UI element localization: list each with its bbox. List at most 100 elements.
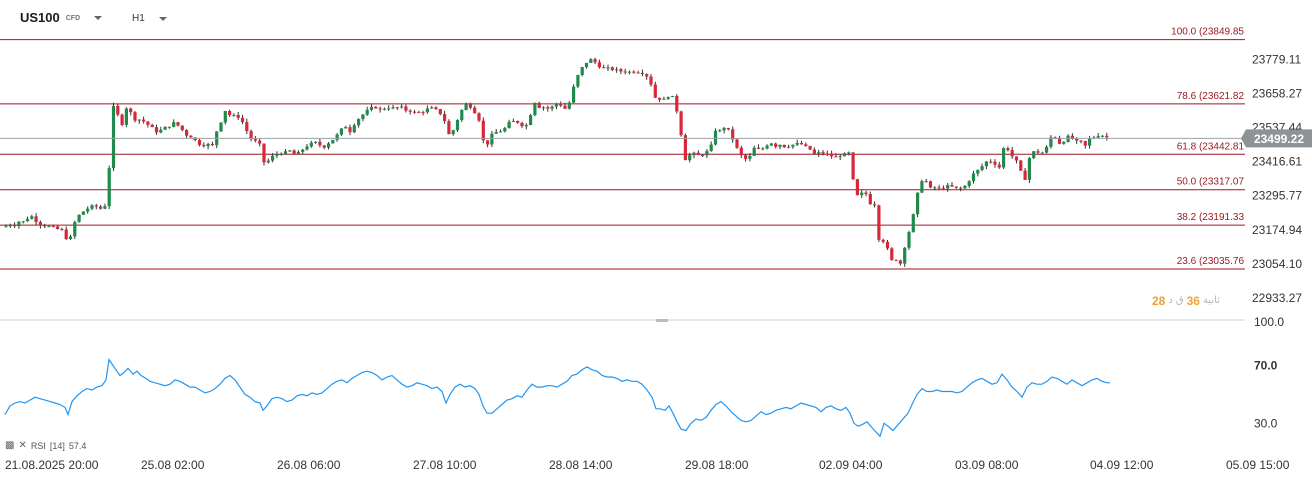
candlestick-series (4, 57, 1109, 267)
candle-body (240, 117, 245, 123)
candle (967, 180, 971, 189)
candle-body (769, 143, 773, 146)
candle-body (615, 69, 619, 71)
close-icon[interactable]: ✕ (18, 440, 27, 451)
time-tick-label: 04.09 12:00 (1090, 458, 1154, 472)
candle (387, 105, 391, 111)
bar-chart-icon[interactable]: ▩ (5, 440, 15, 451)
fib-label-0: 100.0 (23849.85 (1171, 27, 1244, 38)
candle (662, 96, 666, 100)
candle (271, 153, 275, 163)
candle-body (830, 153, 834, 157)
symbol-type-label: CFD (65, 15, 81, 22)
candle (228, 109, 232, 117)
candle (688, 152, 692, 163)
candle (537, 101, 541, 109)
candle (546, 105, 550, 112)
candle-body (688, 155, 692, 161)
rsi-tick-label: 100.0 (1254, 315, 1284, 329)
candle (197, 138, 202, 147)
candle-body (1002, 148, 1006, 168)
candle (1023, 167, 1027, 181)
candle (43, 223, 47, 229)
candle (180, 125, 184, 132)
symbol-selector[interactable]: US100 CFD (20, 10, 103, 25)
candle (881, 238, 885, 244)
candle-body (249, 131, 253, 140)
candle-body (1014, 156, 1019, 161)
candle (752, 145, 756, 157)
candle (185, 129, 189, 139)
candle-body (761, 148, 765, 150)
candle-body (430, 107, 434, 109)
candle (533, 102, 537, 117)
countdown-minutes-unit: د (1168, 295, 1173, 306)
candle-body (90, 205, 94, 209)
candle-body (576, 75, 580, 87)
candle (916, 192, 920, 218)
candle-body (546, 107, 550, 109)
candle-body (735, 139, 739, 148)
candle-body (916, 192, 920, 215)
candle-body (937, 187, 941, 189)
price-tick-label: 23779.11 (1252, 53, 1301, 67)
candle-body (692, 152, 696, 156)
candle (821, 149, 825, 156)
candle-body (907, 232, 911, 248)
candle-body (520, 122, 524, 127)
time-axis[interactable]: 21.08.2025 20:00 25.08 02:00 26.08 06:00 27… (5, 458, 1290, 472)
candle (804, 142, 808, 147)
candle-body (494, 132, 498, 134)
candle (249, 129, 253, 142)
candle-body (8, 225, 12, 227)
candle-body (885, 241, 890, 249)
pane-divider[interactable] (0, 319, 1245, 322)
candle-body (361, 114, 365, 120)
candle-body (787, 146, 791, 148)
candle-body (318, 141, 322, 146)
candle (584, 62, 589, 69)
time-tick-label: 27.08 10:00 (413, 458, 477, 472)
candle-body (627, 71, 632, 73)
candle-body (911, 214, 915, 233)
candle (748, 153, 752, 162)
candle-body (167, 126, 171, 128)
candle (632, 70, 636, 74)
candle-body (537, 102, 541, 108)
candle (563, 102, 567, 110)
candle-body (658, 97, 662, 100)
price-axis[interactable]: 23779.1123658.2723537.4423416.6123295.77… (1241, 53, 1312, 305)
candle-body (365, 109, 369, 115)
timeframe-selector[interactable]: H1 (132, 13, 167, 24)
candle-body (258, 140, 262, 144)
price-tick-label: 23054.10 (1252, 257, 1302, 271)
price-tick-label: 22933.27 (1252, 291, 1302, 305)
candle (709, 141, 713, 152)
candle-body (1053, 137, 1057, 139)
candle-body (731, 129, 735, 140)
candle (154, 124, 159, 135)
candle-body (417, 111, 421, 113)
candle-body (150, 124, 154, 128)
candle-body (718, 130, 722, 132)
candle (374, 106, 378, 109)
candle-body (924, 181, 928, 183)
candle (933, 186, 937, 191)
candle-body (322, 145, 326, 148)
candle (679, 110, 683, 137)
candle-body (107, 168, 111, 207)
candle (159, 126, 163, 134)
fib-label-2: 61.8 (23442.81 (1177, 141, 1245, 152)
candle-body (13, 225, 17, 227)
candle (799, 140, 804, 145)
candle-body (713, 130, 718, 145)
candle (1027, 157, 1031, 184)
candle (1088, 135, 1092, 149)
candle (774, 142, 778, 149)
rsi-tick-label: 70.0 (1254, 358, 1278, 372)
candle (683, 133, 687, 161)
candle (283, 149, 288, 155)
candle-body (4, 226, 8, 228)
candle (1032, 150, 1036, 160)
